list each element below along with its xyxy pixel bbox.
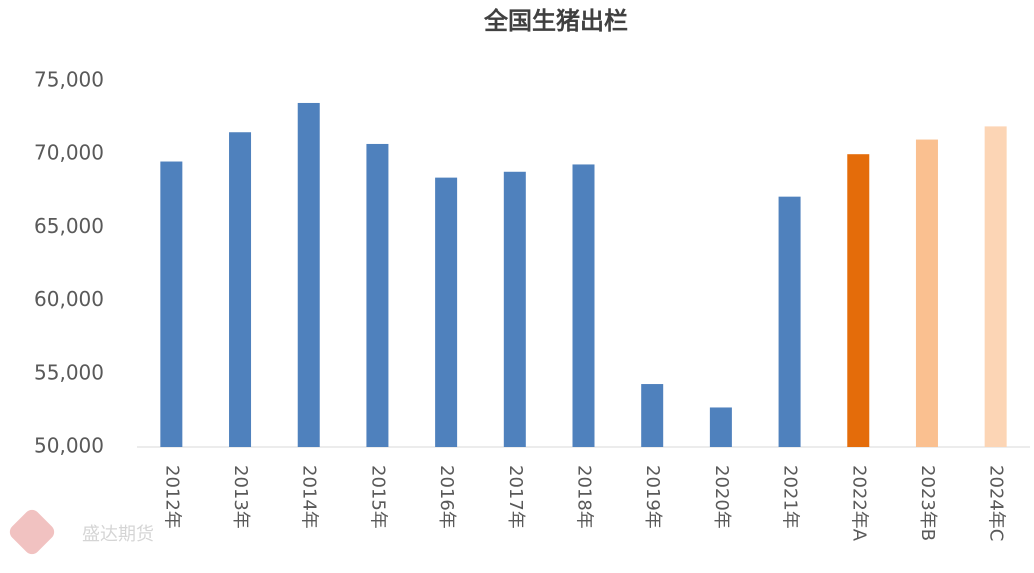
y-tick-label: 60,000 [34,287,104,311]
y-tick-label: 75,000 [34,68,104,92]
x-tick-label: 2018年 [574,465,595,529]
x-tick-label: 2015年 [367,465,388,529]
x-tick-label: 2017年 [505,465,526,529]
bar [984,126,1007,447]
bar [160,161,183,447]
watermark-text: 盛达期货 [82,524,154,545]
bar [778,196,801,447]
y-tick-label: 50,000 [34,434,104,458]
bar [366,143,389,447]
x-tick-label: 2023年B [917,465,938,541]
x-tick-label: 2020年 [711,465,732,529]
x-tick-label: 2024年C [986,465,1007,541]
y-tick-label: 55,000 [34,360,104,384]
logo-mark [9,509,55,555]
bar [297,102,320,448]
x-tick-label: 2014年 [299,465,320,529]
bar [847,154,870,447]
bar [641,384,664,447]
x-tick-label: 2013年 [230,465,251,529]
bar [709,407,732,447]
y-tick-label: 70,000 [34,141,104,165]
bar [572,164,595,447]
bar [435,177,458,447]
chart-title: 全国生猪出栏 [483,7,628,35]
x-tick-label: 2016年 [436,465,457,529]
x-tick-label: 2022年A [848,465,869,542]
x-tick-label: 2021年 [780,465,801,529]
x-tick-label: 2012年 [161,465,182,529]
bar [503,171,526,447]
bar [229,132,252,448]
y-tick-label: 65,000 [34,214,104,238]
watermark-logo: 盛达期货 [9,509,154,555]
x-tick-label: 2019年 [642,465,663,529]
bar [915,139,938,447]
